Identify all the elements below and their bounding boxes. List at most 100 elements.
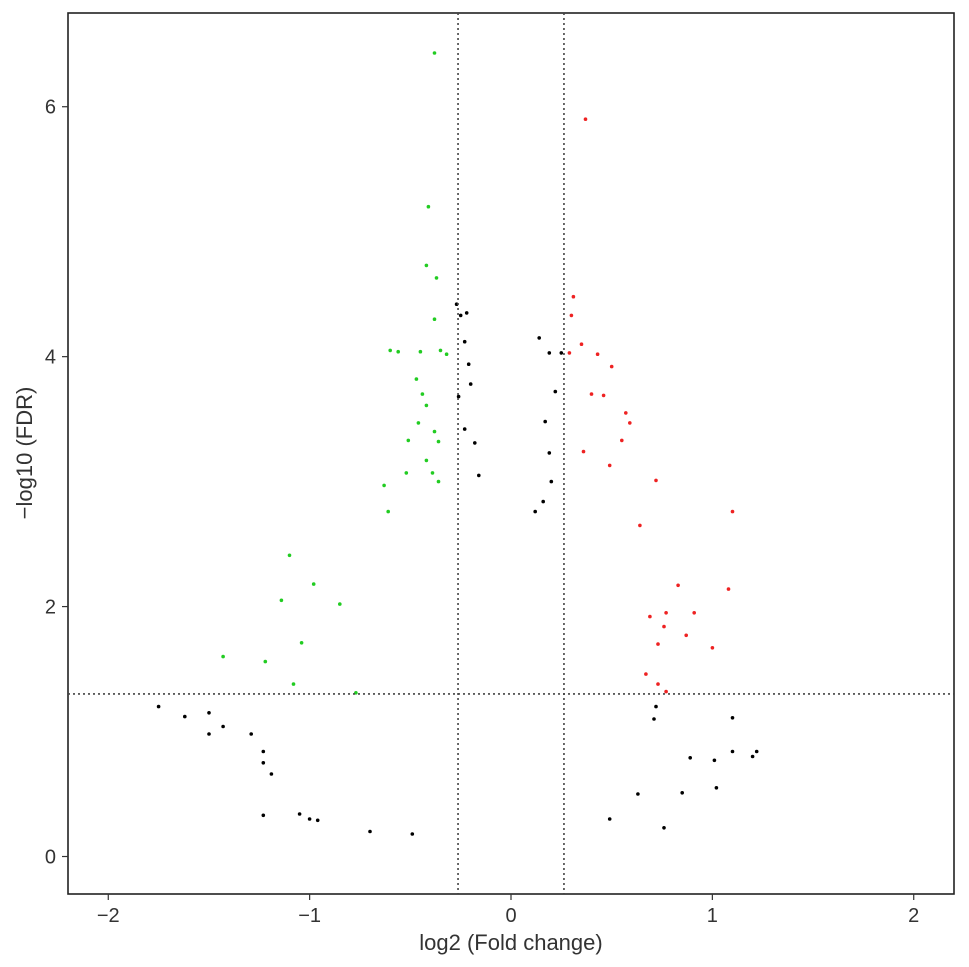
down-regulated-point bbox=[279, 598, 284, 603]
up-regulated-point bbox=[601, 393, 606, 398]
x-tick-label: 0 bbox=[505, 905, 516, 927]
up-regulated-point bbox=[726, 587, 731, 591]
down-regulated-point bbox=[406, 438, 411, 443]
non-significant-point bbox=[261, 761, 266, 765]
non-significant-point bbox=[730, 749, 735, 754]
down-regulated-point bbox=[436, 479, 441, 484]
down-regulated-point bbox=[424, 263, 429, 268]
up-regulated-point bbox=[567, 351, 572, 355]
down-regulated-point bbox=[420, 392, 425, 396]
up-regulated-point bbox=[656, 682, 660, 686]
non-significant-point bbox=[261, 749, 266, 754]
non-significant-point bbox=[307, 817, 312, 821]
y-tick-label: 6 bbox=[45, 97, 56, 119]
non-significant-point bbox=[315, 818, 320, 823]
up-regulated-point bbox=[664, 689, 668, 694]
up-regulated-point bbox=[579, 342, 584, 347]
down-regulated-point bbox=[438, 348, 443, 353]
down-regulated-point bbox=[444, 352, 449, 357]
down-regulated-point bbox=[432, 429, 437, 434]
up-regulated-point bbox=[664, 611, 668, 615]
non-significant-point bbox=[221, 724, 225, 729]
x-tick-label: 1 bbox=[707, 905, 718, 927]
non-significant-point bbox=[652, 717, 656, 721]
down-regulated-point bbox=[388, 348, 393, 353]
up-regulated-point bbox=[571, 294, 576, 299]
x-tick-label: −1 bbox=[298, 905, 321, 927]
non-significant-point bbox=[368, 829, 372, 834]
x-tick-label: 2 bbox=[908, 905, 919, 927]
up-regulated-point bbox=[628, 421, 632, 425]
non-significant-point bbox=[207, 732, 211, 736]
non-significant-point bbox=[714, 786, 719, 790]
non-significant-point bbox=[466, 362, 471, 367]
down-regulated-point bbox=[432, 51, 437, 55]
up-regulated-point bbox=[624, 411, 628, 415]
up-regulated-point bbox=[609, 364, 614, 369]
y-axis-ticks: 0 2 4 6 bbox=[45, 97, 68, 869]
non-significant-point bbox=[462, 427, 467, 431]
y-tick-label: 4 bbox=[45, 347, 56, 369]
non-significant-point bbox=[183, 714, 187, 719]
non-significant-point bbox=[533, 509, 537, 514]
up-regulated-point bbox=[730, 509, 735, 514]
non-significant-point bbox=[547, 351, 552, 355]
non-significant-point bbox=[754, 749, 759, 754]
up-regulated-point bbox=[644, 672, 648, 676]
non-significant-point bbox=[537, 336, 541, 340]
up-regulated-point bbox=[581, 449, 586, 454]
down-regulated-point bbox=[404, 471, 409, 475]
down-regulated-point bbox=[424, 458, 429, 463]
plot-panel-border bbox=[67, 12, 955, 895]
non-significant-point bbox=[750, 754, 755, 759]
threshold-lines bbox=[68, 13, 954, 894]
up-regulated-point bbox=[692, 611, 696, 615]
up-regulated-point bbox=[676, 583, 680, 588]
down-regulated-point bbox=[416, 421, 421, 425]
non-significant-point bbox=[261, 813, 266, 818]
non-significant-point bbox=[207, 711, 211, 715]
up-regulated-point bbox=[595, 352, 600, 357]
up-regulated-point bbox=[656, 642, 660, 646]
non-significant-point bbox=[410, 832, 415, 836]
down-regulated-point bbox=[434, 276, 439, 280]
up-regulated-point bbox=[662, 624, 666, 629]
non-significant-point bbox=[156, 704, 161, 709]
up-regulated-point bbox=[620, 438, 624, 443]
down-regulated-point bbox=[382, 483, 386, 488]
x-axis-ticks: −2 −1 0 1 2 bbox=[97, 894, 919, 927]
non-significant-point bbox=[473, 441, 477, 445]
down-regulated-point bbox=[311, 582, 316, 586]
down-regulated-point bbox=[432, 317, 437, 322]
down-regulated-point bbox=[396, 349, 401, 354]
non-significant-point bbox=[549, 479, 554, 484]
up-regulated-point bbox=[710, 646, 715, 650]
down-regulated-point bbox=[338, 602, 342, 606]
down-regulated-point bbox=[418, 349, 423, 354]
y-axis-label: −log10 (FDR) bbox=[12, 387, 37, 520]
non-significant-point bbox=[456, 394, 461, 399]
non-significant-point bbox=[462, 339, 467, 344]
up-regulated-point bbox=[684, 633, 688, 638]
down-regulated-point bbox=[424, 403, 429, 408]
non-significant-point bbox=[636, 792, 640, 796]
non-significant-point bbox=[712, 758, 717, 763]
non-significant-point bbox=[464, 311, 469, 315]
non-significant-point bbox=[468, 382, 473, 386]
non-significant-point bbox=[559, 351, 564, 355]
non-significant-point bbox=[730, 716, 735, 720]
non-significant-point bbox=[680, 791, 684, 795]
non-significant-point bbox=[297, 812, 302, 816]
non-significant-point bbox=[269, 772, 274, 776]
down-regulated-point bbox=[436, 439, 441, 444]
non-significant-point bbox=[607, 817, 612, 821]
down-regulated-point bbox=[414, 377, 419, 381]
non-significant-point bbox=[477, 473, 481, 478]
y-tick-label: 2 bbox=[45, 597, 56, 619]
up-regulated-point bbox=[569, 313, 574, 318]
down-regulated-point bbox=[287, 553, 292, 558]
down-regulated-point bbox=[263, 659, 268, 664]
non-significant-point bbox=[547, 451, 552, 455]
down-regulated-point bbox=[291, 682, 296, 686]
